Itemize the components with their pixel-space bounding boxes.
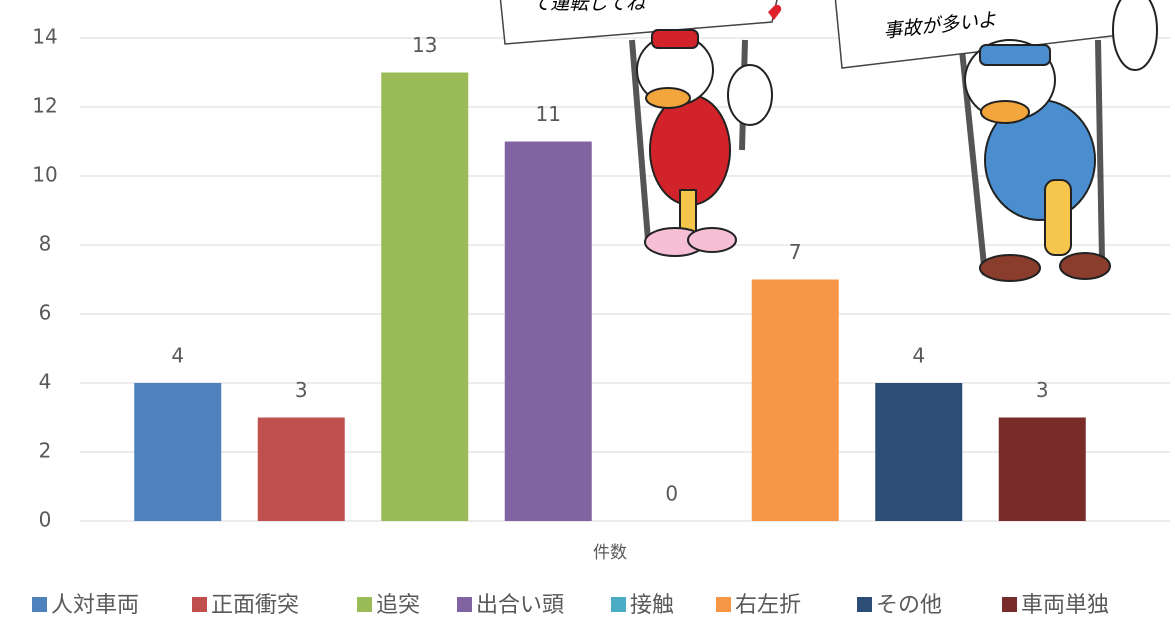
y-tick-label: 14 bbox=[32, 25, 57, 49]
legend-swatch bbox=[357, 597, 372, 612]
bar bbox=[134, 383, 221, 521]
legend-swatch bbox=[611, 597, 626, 612]
value-label: 11 bbox=[536, 102, 561, 126]
bar bbox=[505, 142, 592, 522]
legend-swatch bbox=[192, 597, 207, 612]
legend-label: 人対車両 bbox=[51, 593, 139, 618]
legend-swatch bbox=[1002, 597, 1017, 612]
legend-swatch bbox=[857, 597, 872, 612]
value-label: 13 bbox=[412, 33, 437, 57]
y-tick-label: 8 bbox=[39, 232, 52, 256]
y-tick-label: 2 bbox=[39, 439, 52, 463]
bar bbox=[999, 418, 1086, 522]
value-label: 4 bbox=[912, 344, 925, 368]
legend-swatch bbox=[32, 597, 47, 612]
value-label: 7 bbox=[789, 240, 802, 264]
legend-label: 追突 bbox=[376, 593, 420, 618]
value-label: 3 bbox=[295, 378, 308, 402]
chart: て運転してね 事故が多いよ 02468101214件数4313110743人対車… bbox=[0, 0, 1175, 643]
bar bbox=[875, 383, 962, 521]
y-tick-label: 12 bbox=[32, 94, 57, 118]
x-axis-label: 件数 bbox=[593, 543, 627, 563]
mascot-right bbox=[835, 0, 1157, 281]
legend-label: その他 bbox=[876, 593, 942, 618]
y-tick-label: 6 bbox=[39, 301, 52, 325]
bar bbox=[752, 280, 839, 522]
legend-swatch bbox=[457, 597, 472, 612]
legend-label: 出合い頭 bbox=[476, 593, 564, 618]
legend-label: 車両単独 bbox=[1021, 593, 1109, 618]
legend-label: 右左折 bbox=[735, 593, 801, 618]
legend-swatch bbox=[716, 597, 731, 612]
bar bbox=[258, 418, 345, 522]
legend-label: 接触 bbox=[630, 593, 674, 618]
value-label: 4 bbox=[171, 344, 184, 368]
value-label: 0 bbox=[665, 482, 678, 506]
y-tick-label: 4 bbox=[39, 370, 52, 394]
y-tick-label: 0 bbox=[39, 508, 52, 532]
y-tick-label: 10 bbox=[32, 163, 57, 187]
bar bbox=[381, 73, 468, 522]
legend-label: 正面衝突 bbox=[211, 593, 299, 618]
value-label: 3 bbox=[1036, 378, 1049, 402]
sign-text: て運転してね bbox=[531, 0, 645, 15]
